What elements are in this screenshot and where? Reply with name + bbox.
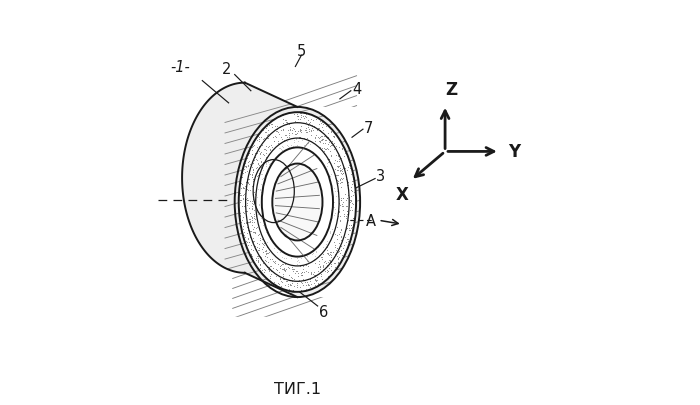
Text: ΤИГ.1: ΤИГ.1 bbox=[274, 381, 321, 396]
Text: 7: 7 bbox=[364, 120, 374, 135]
Text: 2: 2 bbox=[222, 62, 231, 77]
Text: 3: 3 bbox=[377, 169, 386, 184]
Text: 6: 6 bbox=[319, 304, 328, 319]
Text: -1-: -1- bbox=[170, 60, 190, 75]
Polygon shape bbox=[298, 1, 552, 297]
Text: Y: Y bbox=[509, 143, 521, 161]
Ellipse shape bbox=[272, 164, 323, 241]
Text: Z: Z bbox=[445, 81, 457, 98]
Ellipse shape bbox=[262, 148, 333, 257]
Text: 5: 5 bbox=[297, 44, 306, 59]
Polygon shape bbox=[182, 83, 360, 297]
Text: 4: 4 bbox=[352, 82, 361, 97]
Polygon shape bbox=[182, 83, 360, 297]
Polygon shape bbox=[148, 1, 245, 273]
Ellipse shape bbox=[239, 113, 356, 292]
Text: A: A bbox=[366, 213, 377, 228]
Text: X: X bbox=[395, 185, 408, 203]
